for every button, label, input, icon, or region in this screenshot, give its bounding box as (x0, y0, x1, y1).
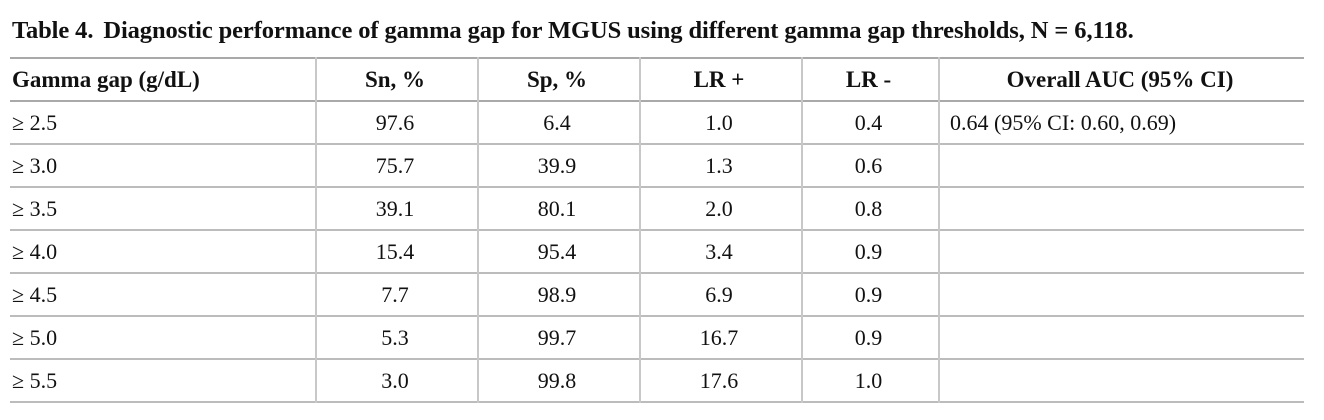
cell-specificity: 99.7 (477, 316, 640, 359)
cell-sensitivity: 97.6 (315, 101, 478, 144)
header-sensitivity: Sn, % (315, 58, 478, 101)
cell-sensitivity: 3.0 (315, 359, 478, 402)
table-row: ≥ 5.5 3.0 99.8 17.6 1.0 (10, 359, 1304, 402)
cell-overall-auc (938, 187, 1304, 230)
cell-sensitivity: 15.4 (315, 230, 478, 273)
table-header-row: Gamma gap (g/dL) Sn, % Sp, % LR + LR - O… (10, 58, 1304, 101)
cell-overall-auc: 0.64 (95% CI: 0.60, 0.69) (938, 101, 1304, 144)
header-specificity: Sp, % (477, 58, 640, 101)
cell-lr-positive: 6.9 (639, 273, 802, 316)
cell-specificity: 99.8 (477, 359, 640, 402)
header-overall-auc: Overall AUC (95% CI) (938, 58, 1304, 101)
cell-overall-auc (938, 273, 1304, 316)
table-row: ≥ 4.5 7.7 98.9 6.9 0.9 (10, 273, 1304, 316)
table-row: ≥ 3.0 75.7 39.9 1.3 0.6 (10, 144, 1304, 187)
cell-lr-negative: 0.8 (801, 187, 939, 230)
cell-specificity: 6.4 (477, 101, 640, 144)
cell-sensitivity: 7.7 (315, 273, 478, 316)
cell-lr-negative: 0.6 (801, 144, 939, 187)
table-row: ≥ 2.5 97.6 6.4 1.0 0.4 0.64 (95% CI: 0.6… (10, 101, 1304, 144)
table-caption-text: Diagnostic performance of gamma gap for … (103, 17, 1134, 44)
table-row: ≥ 4.0 15.4 95.4 3.4 0.9 (10, 230, 1304, 273)
cell-specificity: 39.9 (477, 144, 640, 187)
cell-lr-negative: 0.9 (801, 230, 939, 273)
diagnostic-performance-table: Gamma gap (g/dL) Sn, % Sp, % LR + LR - O… (10, 57, 1304, 403)
cell-overall-auc (938, 359, 1304, 402)
cell-specificity: 80.1 (477, 187, 640, 230)
cell-lr-positive: 2.0 (639, 187, 802, 230)
cell-threshold: ≥ 2.5 (12, 110, 58, 135)
cell-overall-auc (938, 316, 1304, 359)
cell-specificity: 98.9 (477, 273, 640, 316)
cell-overall-auc (938, 230, 1304, 273)
table-caption: Table 4. Diagnostic performance of gamma … (12, 14, 1134, 48)
cell-threshold: ≥ 3.5 (12, 196, 58, 221)
cell-lr-negative: 0.9 (801, 273, 939, 316)
cell-threshold: ≥ 3.0 (12, 153, 58, 178)
cell-threshold: ≥ 4.0 (12, 239, 58, 264)
header-lr-positive: LR + (639, 58, 802, 101)
table-row: ≥ 3.5 39.1 80.1 2.0 0.8 (10, 187, 1304, 230)
cell-threshold: ≥ 4.5 (12, 282, 58, 307)
cell-sensitivity: 75.7 (315, 144, 478, 187)
cell-lr-positive: 16.7 (639, 316, 802, 359)
cell-sensitivity: 39.1 (315, 187, 478, 230)
cell-lr-positive: 1.3 (639, 144, 802, 187)
header-lr-negative: LR - (801, 58, 939, 101)
table-label: Table 4. (12, 17, 94, 44)
cell-lr-negative: 1.0 (801, 359, 939, 402)
cell-overall-auc (938, 144, 1304, 187)
cell-threshold: ≥ 5.0 (12, 325, 58, 350)
cell-specificity: 95.4 (477, 230, 640, 273)
cell-sensitivity: 5.3 (315, 316, 478, 359)
cell-threshold: ≥ 5.5 (12, 368, 58, 393)
cell-lr-positive: 3.4 (639, 230, 802, 273)
cell-lr-negative: 0.4 (801, 101, 939, 144)
cell-lr-positive: 1.0 (639, 101, 802, 144)
table-row: ≥ 5.0 5.3 99.7 16.7 0.9 (10, 316, 1304, 359)
cell-lr-positive: 17.6 (639, 359, 802, 402)
header-gamma-gap: Gamma gap (g/dL) (12, 67, 200, 92)
cell-lr-negative: 0.9 (801, 316, 939, 359)
